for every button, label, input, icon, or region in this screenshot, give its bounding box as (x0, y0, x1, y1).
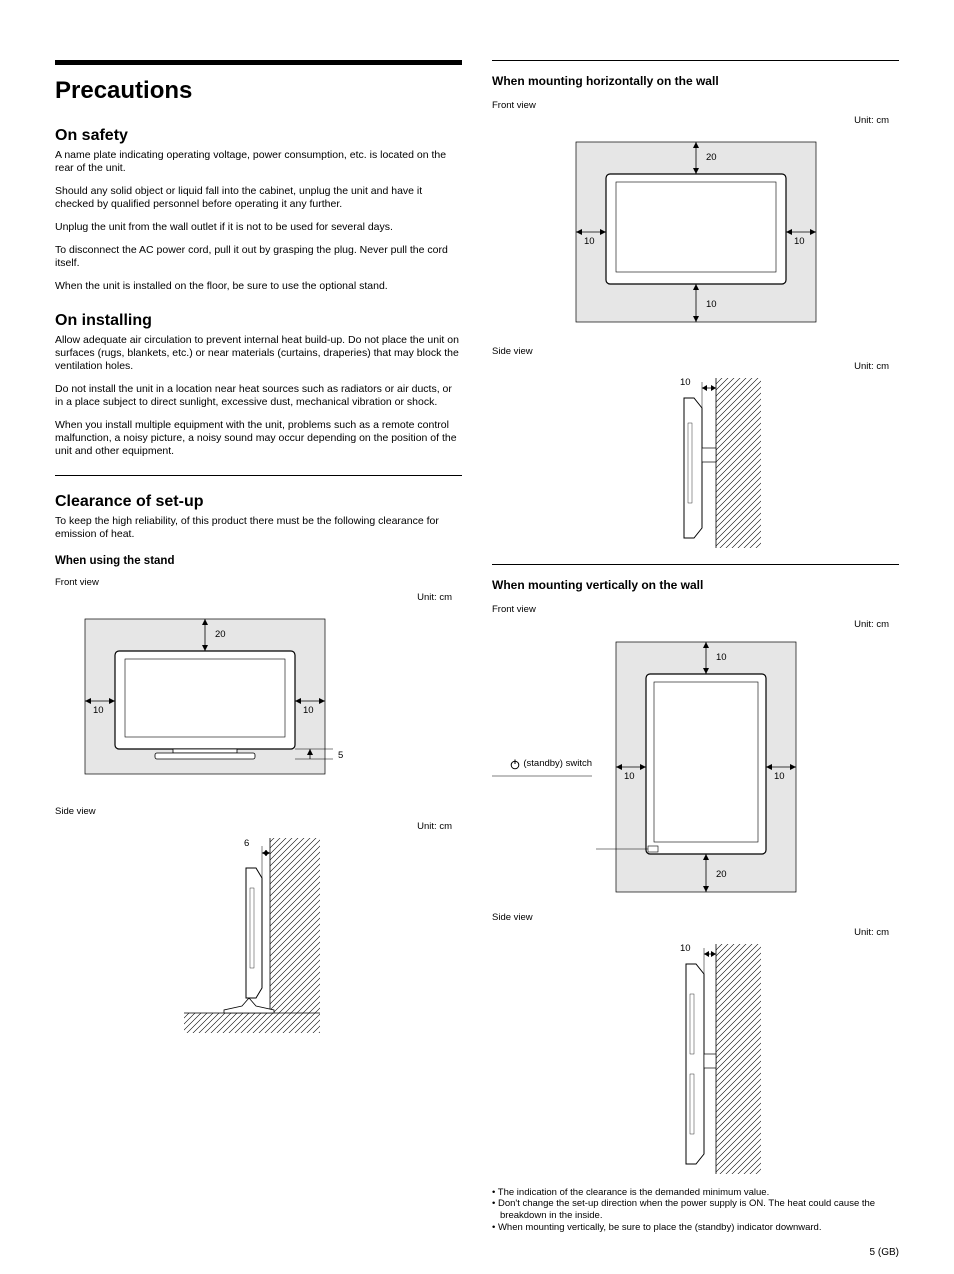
p-safety-3: Unplug the unit from the wall outlet if … (55, 221, 462, 234)
p-install-1: Allow adequate air circulation to preven… (55, 334, 462, 373)
heading-stand: When using the stand (55, 555, 462, 567)
label-side-view-1: Side view (55, 806, 462, 817)
note-3: • When mounting vertically, be sure to p… (500, 1222, 899, 1234)
units-label-3: Unit: cm (492, 115, 889, 126)
dim-h-back: 10 (680, 378, 691, 388)
p-safety-1: A name plate indicating operating voltag… (55, 149, 462, 175)
dim-v-right: 10 (774, 771, 785, 782)
units-label-2: Unit: cm (55, 821, 452, 832)
heading-mount-horizontal: When mounting horizontally on the wall (492, 74, 899, 88)
annotation-leader (492, 772, 592, 780)
section-rule-clearance (55, 475, 462, 476)
dim-stand-right: 10 (303, 705, 314, 716)
p-install-2: Do not install the unit in a location ne… (55, 383, 462, 409)
p-safety-2: Should any solid object or liquid fall i… (55, 185, 462, 211)
heading-mount-vertical: When mounting vertically on the wall (492, 578, 899, 592)
dim-stand-top: 20 (215, 629, 226, 640)
dim-stand-bottom: 5 (338, 750, 343, 761)
standby-icon (509, 758, 521, 770)
p-install-3: When you install multiple equipment with… (55, 419, 462, 458)
page-title: Precautions (55, 77, 462, 105)
p-safety-5: When the unit is installed on the floor,… (55, 280, 462, 293)
dim-v-bottom: 20 (716, 869, 727, 880)
dim-h-right: 10 (794, 236, 805, 247)
fig-stand-side: 6 (55, 838, 462, 1038)
units-label-4: Unit: cm (492, 361, 889, 372)
dim-h-bottom: 10 (706, 299, 717, 310)
dim-v-back: 10 (680, 944, 691, 954)
label-front-view-1: Front view (55, 577, 462, 588)
label-front-view-2: Front view (492, 100, 899, 111)
label-side-view-3: Side view (492, 912, 899, 923)
right-column: When mounting horizontally on the wall F… (492, 60, 899, 1234)
left-column: Precautions On safety A name plate indic… (55, 60, 462, 1234)
dim-h-top: 20 (706, 152, 717, 163)
note-2: • Don't change the set-up direction when… (500, 1198, 899, 1222)
heading-clearance: Clearance of set-up (55, 493, 462, 511)
title-rule (55, 60, 462, 65)
p-clearance: To keep the high reliability, of this pr… (55, 515, 462, 541)
note-1: • The indication of the clearance is the… (500, 1187, 899, 1199)
units-label-5: Unit: cm (492, 619, 889, 630)
units-label-1: Unit: cm (55, 592, 452, 603)
fig-wall-h-front: 20 10 10 10 (492, 132, 899, 332)
p-safety-4: To disconnect the AC power cord, pull it… (55, 244, 462, 270)
standby-switch-label: (standby) switch (523, 758, 592, 769)
dim-h-left: 10 (584, 236, 595, 247)
heading-installing: On installing (55, 312, 462, 330)
fig-wall-v-wrap: (standby) switch 10 (492, 632, 899, 905)
label-side-view-2: Side view (492, 346, 899, 357)
dim-stand-back: 6 (244, 838, 249, 849)
heading-safety: On safety (55, 127, 462, 145)
fig-wall-v-front: 10 10 10 20 (596, 632, 816, 905)
fig-wall-v-side: 10 (492, 944, 899, 1174)
fig-wall-h-side: 10 (492, 378, 899, 548)
label-front-view-3: Front view (492, 604, 899, 615)
dim-stand-left: 10 (93, 705, 104, 716)
fig-stand-front: 20 10 10 5 (55, 609, 462, 792)
page-number: 5 (GB) (870, 1247, 899, 1258)
dim-v-top: 10 (716, 652, 727, 663)
units-label-6: Unit: cm (492, 927, 889, 938)
dim-v-left: 10 (624, 771, 635, 782)
